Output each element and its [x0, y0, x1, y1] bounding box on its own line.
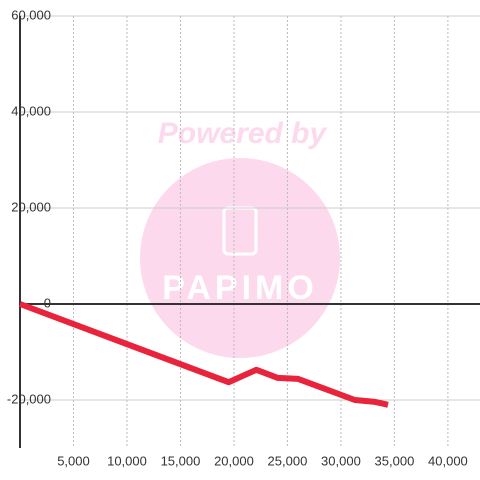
x-tick-label: 20,000 — [214, 453, 254, 468]
y-tick-label: 60,000 — [11, 7, 51, 22]
x-tick-label: 30,000 — [321, 453, 361, 468]
x-tick-label: 5,000 — [57, 453, 90, 468]
x-tick-label: 15,000 — [161, 453, 201, 468]
y-tick-label: 0 — [44, 295, 51, 310]
watermark-logo: PAPIMO — [162, 269, 318, 307]
watermark-text: Powered by — [158, 117, 328, 150]
y-tick-label: -20,000 — [7, 391, 51, 406]
x-tick-label: 40,000 — [428, 453, 468, 468]
data-line — [18, 301, 389, 408]
y-tick-label: 40,000 — [11, 103, 51, 118]
y-tick-label: 20,000 — [11, 199, 51, 214]
x-tick-label: 25,000 — [268, 453, 308, 468]
watermark-circle — [140, 158, 340, 358]
x-tick-label: 35,000 — [375, 453, 415, 468]
x-tick-label: 10,000 — [107, 453, 147, 468]
